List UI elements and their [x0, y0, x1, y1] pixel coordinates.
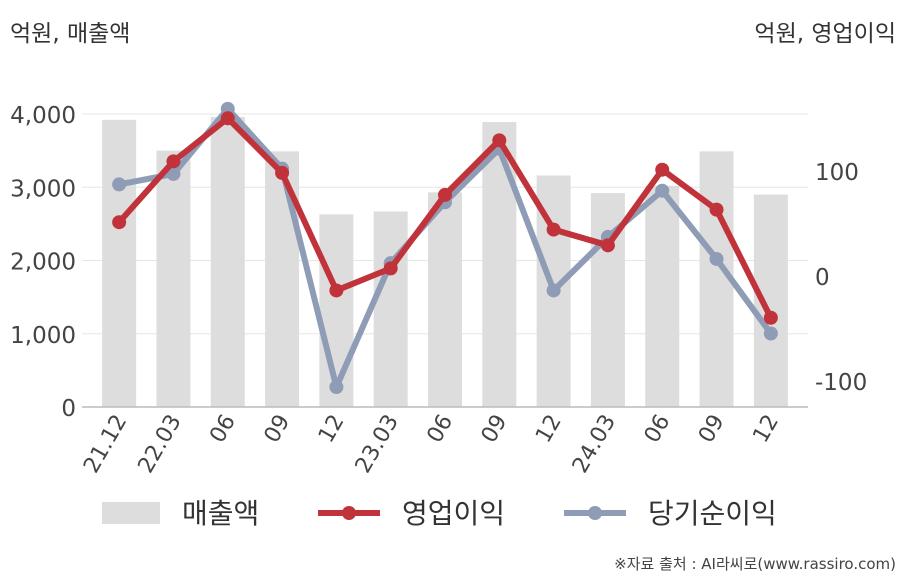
legend-revenue-label: 매출액	[182, 497, 259, 530]
left-axis-unit: 억원, 매출액	[10, 21, 131, 47]
operating-profit-point	[383, 261, 398, 276]
left-axis-tick-label: 3,000	[10, 176, 76, 202]
operating-profit-point	[275, 165, 290, 180]
left-axis-tick-label: 1,000	[10, 323, 76, 349]
source-credit: ※자료 출처 : AI라씨로(www.rassiro.com)	[614, 555, 896, 573]
legend-operating-profit-marker	[342, 506, 356, 520]
x-axis-tick-label: 06	[423, 411, 459, 448]
operating-profit-point	[763, 310, 778, 325]
x-axis-tick-label: 12	[531, 411, 567, 448]
legend-net-income-marker	[588, 506, 602, 520]
revenue-bar	[645, 185, 680, 407]
operating-profit-point	[329, 283, 344, 298]
operating-profit-point	[166, 154, 181, 169]
net-income-point	[546, 283, 561, 298]
revenue-bar	[753, 194, 788, 407]
x-axis-tick-label: 06	[640, 411, 676, 448]
net-income-point	[763, 326, 778, 341]
operating-profit-point	[709, 202, 724, 217]
x-axis-tick-label: 23.03	[351, 411, 404, 478]
operating-profit-point	[220, 111, 235, 126]
left-axis-tick-label: 2,000	[10, 250, 76, 276]
revenue-bar	[428, 192, 462, 407]
x-axis-tick-label: 21.12	[79, 411, 132, 478]
operating-profit-point	[546, 222, 561, 237]
legend-operating-profit-label: 영업이익	[402, 497, 505, 530]
operating-profit-point	[112, 215, 127, 230]
right-axis-tick-label: 100	[815, 160, 859, 186]
net-income-point	[329, 380, 344, 395]
revenue-bar	[102, 119, 137, 408]
operating-profit-point	[438, 187, 452, 202]
operating-profit-point	[655, 162, 670, 177]
x-axis-tick-label: 09	[477, 411, 513, 448]
right-axis-tick-label: 0	[815, 265, 830, 291]
net-income-point	[112, 177, 127, 192]
x-axis-tick-label: 06	[205, 411, 241, 448]
right-axis-tick-label: -100	[815, 370, 867, 396]
x-axis-tick-label: 09	[260, 411, 296, 448]
revenue-bar	[482, 122, 517, 408]
x-axis-tick-label: 09	[694, 411, 730, 448]
operating-profit-point	[600, 238, 615, 253]
legend-revenue-swatch	[102, 502, 160, 524]
right-axis-unit: 억원, 영업이익	[754, 21, 896, 47]
net-income-point	[709, 251, 724, 266]
left-axis-tick-label: 0	[61, 396, 76, 422]
revenue-bar	[210, 116, 245, 408]
operating-profit-point	[492, 133, 507, 148]
revenue-bar	[265, 151, 300, 407]
net-income-point	[655, 183, 670, 198]
x-axis-tick-label: 12	[314, 411, 350, 448]
revenue-bar	[373, 211, 408, 407]
revenue-bar	[156, 150, 191, 407]
x-axis-tick-label: 24.03	[568, 411, 621, 478]
x-axis-tick-label: 22.03	[134, 411, 187, 478]
legend-net-income-label: 당기순이익	[648, 497, 777, 530]
left-axis-tick-label: 4,000	[10, 103, 76, 129]
net-income-point	[166, 166, 181, 181]
x-axis-tick-label: 12	[748, 411, 784, 448]
